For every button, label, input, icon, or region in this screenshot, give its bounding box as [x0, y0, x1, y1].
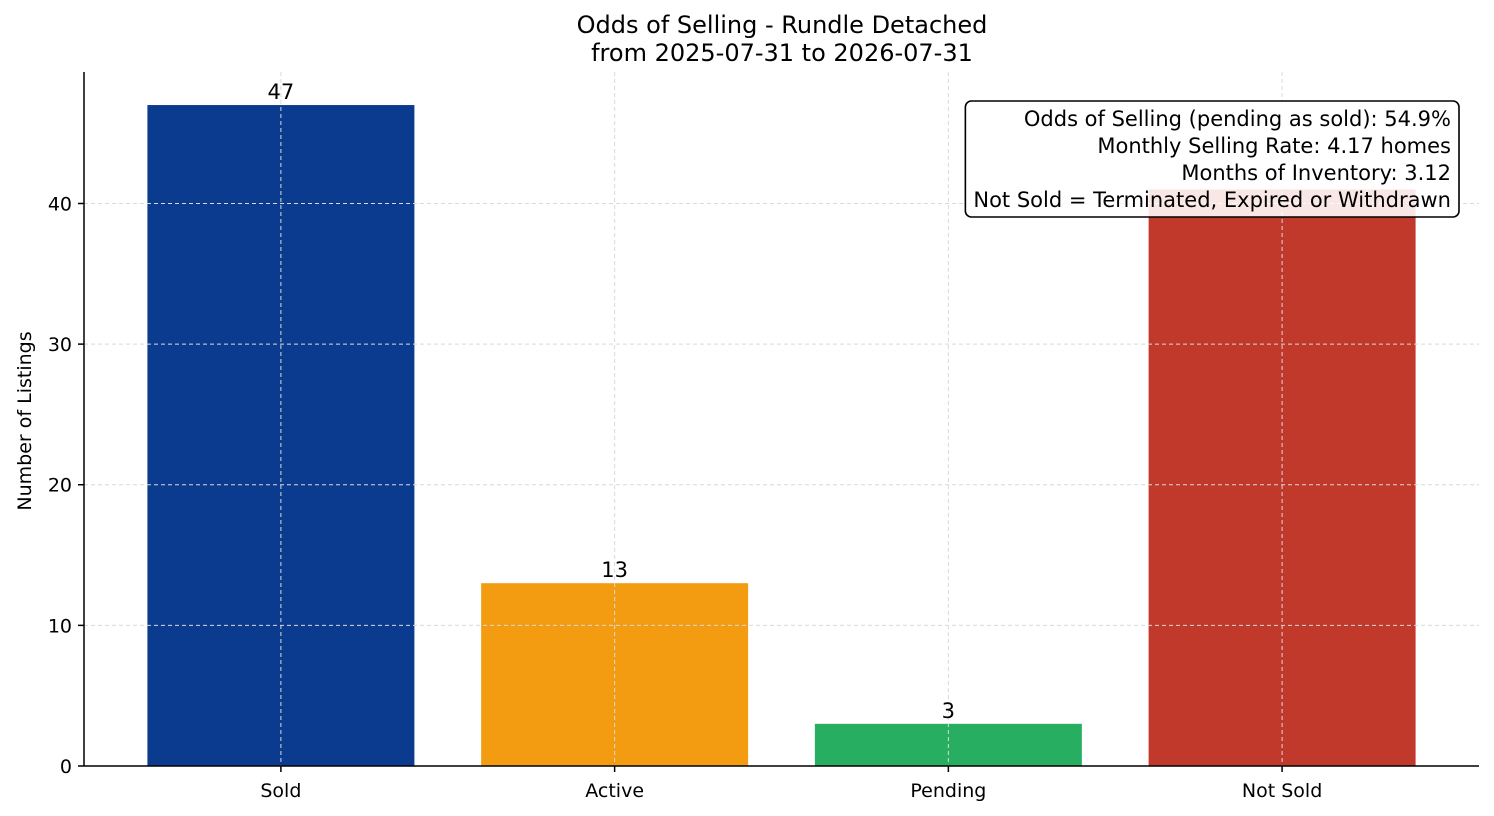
y-tick-label: 30	[48, 334, 72, 356]
y-tick-label: 40	[48, 193, 72, 215]
annotation-line: Odds of Selling (pending as sold): 54.9%	[1024, 107, 1451, 131]
annotation-frame	[964, 100, 1460, 218]
annotation-line: Months of Inventory: 3.12	[1181, 161, 1451, 185]
bar-value-label: 47	[268, 80, 295, 104]
y-tick-label: 0	[60, 756, 72, 778]
y-tick-label: 10	[48, 615, 72, 637]
labels: 0 10 20 30 40 Sold 47 Active 13 Pending 3 Not Sold	[48, 80, 1322, 802]
axes	[78, 72, 1479, 772]
annotation-box: Odds of Selling (pending as sold): 54.9%…	[964, 100, 1460, 218]
chart-title-line-1: Odds of Selling - Rundle Detached	[577, 11, 988, 39]
bar-sold	[147, 105, 415, 767]
chart-title-line-2: from 2025-07-31 to 2026-07-31	[591, 39, 973, 67]
annotation-line: Monthly Selling Rate: 4.17 homes	[1097, 134, 1451, 158]
x-tick-label: Active	[585, 780, 644, 802]
x-tick-label: Pending	[910, 780, 986, 802]
bar-value-label: 3	[942, 699, 955, 723]
bar-value-label: 13	[601, 558, 628, 582]
y-tick-label: 20	[48, 475, 72, 497]
y-axis-label: Number of Listings	[14, 331, 36, 510]
x-tick-label: Sold	[260, 780, 301, 802]
annotation-line: Not Sold = Terminated, Expired or Withdr…	[973, 188, 1451, 212]
x-tick-label: Not Sold	[1242, 780, 1322, 802]
